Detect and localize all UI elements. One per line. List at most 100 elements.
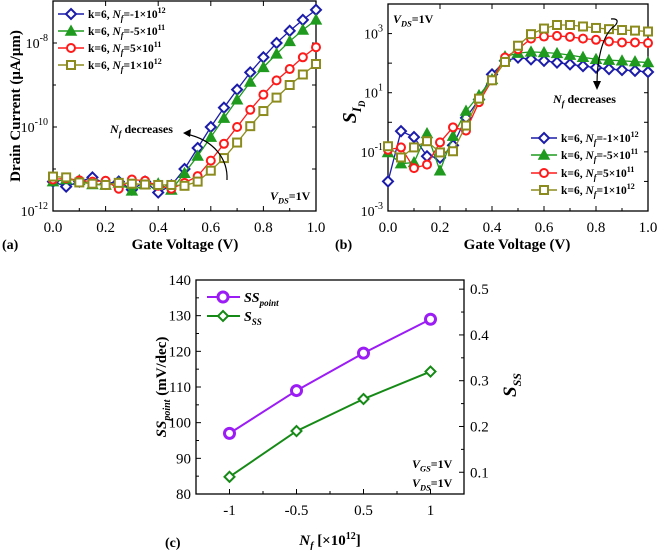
- data-point: [461, 120, 471, 131]
- data-point: [422, 136, 432, 147]
- data-point: [258, 89, 269, 100]
- data-point: [191, 149, 204, 161]
- y-tick-label: 10-8: [26, 33, 48, 52]
- y-axis-label-right: SSS: [500, 373, 524, 397]
- y-tick-label: 10-12: [21, 201, 48, 220]
- x-tick-label: 1.0: [307, 220, 326, 236]
- legend-item: k=6, Nf=1×1012: [531, 182, 635, 199]
- y-tick-label: 10-3: [361, 201, 383, 220]
- data-point: [223, 470, 236, 484]
- x-tick-label: 0.0: [44, 220, 63, 236]
- arrow-annotation: [596, 18, 618, 85]
- data-point: [565, 31, 575, 42]
- data-point: [232, 137, 243, 148]
- data-point: [257, 60, 270, 73]
- legend-item: k=6, Nf=-1×1012: [531, 130, 639, 147]
- legend-item: k=6, Nf=5×1011: [58, 40, 161, 57]
- data-point: [61, 172, 72, 183]
- y-tick-label-right: 0.2: [470, 419, 489, 435]
- y-tick-label-left: 80: [176, 487, 191, 503]
- legend-label: k=6, Nf=1×1012: [88, 57, 162, 74]
- data-point: [578, 33, 588, 44]
- data-point: [641, 65, 655, 79]
- data-point: [48, 171, 58, 182]
- data-point: [602, 53, 616, 65]
- legend-item: SSS: [207, 309, 262, 327]
- data-point: [604, 36, 614, 47]
- data-point: [204, 130, 218, 142]
- data-point: [297, 69, 308, 80]
- legend-label: k=6, Nf=-5×1011: [88, 23, 165, 40]
- data-point: [578, 21, 588, 32]
- data-point: [230, 93, 244, 105]
- data-point: [217, 111, 231, 123]
- data-point: [459, 104, 473, 116]
- data-point: [113, 177, 124, 188]
- data-point: [563, 57, 577, 71]
- legend-marker: [64, 7, 78, 21]
- data-point: [424, 312, 437, 326]
- data-point: [100, 179, 111, 190]
- data-point: [223, 426, 236, 440]
- data-point: [448, 146, 458, 157]
- y-tick-label-left: 110: [169, 380, 191, 396]
- data-point: [217, 101, 231, 115]
- legend-item: k=6, Nf=-1×1012: [58, 6, 166, 23]
- panel-c: -1 -0.5 0.5 1 80 90 100 110 120 130 140 0.1 0.2 0.3 0.…: [154, 273, 524, 550]
- data-point: [166, 179, 177, 190]
- x-axis-label: Gate Voltage (V): [132, 237, 239, 253]
- data-point: [513, 40, 523, 51]
- data-point: [407, 130, 421, 144]
- data-point: [617, 25, 627, 36]
- data-point: [396, 142, 406, 153]
- data-point: [245, 121, 256, 132]
- data-point: [539, 23, 549, 34]
- legend-marker: [537, 148, 551, 160]
- legend-label: k=6, Nf=1×1012: [561, 182, 635, 199]
- legend-item: k=6, Nf=1×1012: [58, 57, 162, 74]
- series-olive: [383, 19, 653, 163]
- x-tick-label: 0.2: [431, 220, 450, 236]
- x-tick-label: 0.8: [254, 220, 273, 236]
- data-point: [628, 55, 642, 67]
- data-point: [230, 83, 244, 97]
- x-tick-label: 0.6: [535, 220, 554, 236]
- data-point: [524, 45, 538, 57]
- data-point: [271, 92, 282, 103]
- legend-marker: [66, 60, 76, 70]
- data-point: [615, 63, 629, 77]
- data-point: [296, 23, 310, 35]
- legend-label: SSS: [244, 310, 262, 327]
- legend-label: k=6, Nf=-5×1011: [561, 147, 638, 164]
- series-S_SS: [223, 365, 437, 484]
- data-point: [537, 54, 551, 68]
- x-tick-label: -0.5: [285, 503, 309, 519]
- data-point: [643, 26, 653, 37]
- arrow-annotation: [185, 133, 228, 181]
- data-point: [446, 129, 460, 141]
- data-point: [604, 24, 614, 35]
- data-point: [309, 13, 323, 25]
- arrow-head: [593, 81, 601, 90]
- data-point: [153, 179, 164, 190]
- legend-marker: [539, 168, 549, 178]
- data-point: [243, 75, 257, 87]
- annotation-nf-decreases: Nf decreases: [552, 92, 616, 109]
- y-axis-label: SID: [339, 100, 367, 123]
- data-point: [424, 365, 437, 378]
- panel-label: (a): [2, 238, 19, 253]
- legend-marker: [539, 185, 549, 195]
- y-tick-label-right: 0.1: [470, 465, 489, 481]
- data-point: [448, 122, 458, 133]
- data-point: [550, 46, 564, 59]
- data-point: [576, 50, 590, 62]
- data-point: [630, 25, 640, 36]
- data-point: [537, 45, 551, 58]
- legend-marker: [537, 131, 551, 145]
- legend-label: k=6, Nf=5×1011: [561, 165, 634, 182]
- x-tick-label: -1: [223, 503, 236, 519]
- series-olive: [48, 59, 321, 191]
- data-point: [290, 384, 303, 398]
- data-point: [474, 93, 484, 104]
- y-tick-label-right: 0.4: [470, 328, 489, 344]
